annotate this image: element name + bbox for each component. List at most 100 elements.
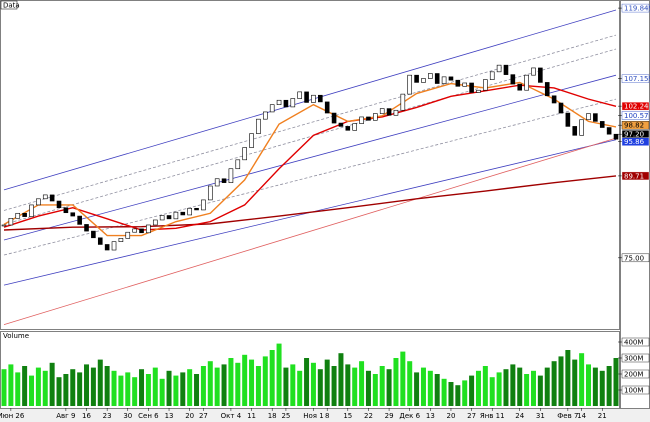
- trend-line: [3, 34, 617, 211]
- volume-bar: [414, 372, 420, 406]
- y-tick-box: [621, 137, 650, 146]
- y-tick-label: 200M: [624, 371, 643, 379]
- volume-bar: [173, 375, 179, 406]
- volume-bar: [152, 367, 158, 406]
- candle: [599, 121, 605, 128]
- candle: [166, 215, 172, 220]
- candle: [290, 98, 296, 108]
- candle: [517, 83, 523, 91]
- candle: [572, 126, 578, 136]
- volume-bar: [159, 378, 165, 406]
- volume-bar: [524, 374, 530, 406]
- y-tick-box: [621, 337, 650, 347]
- y-tick-box: [621, 74, 650, 83]
- y-tick-label: 95.86: [624, 138, 645, 146]
- title-box: [0, 0, 18, 10]
- candle: [91, 230, 96, 239]
- x-tick-label: 24: [515, 412, 524, 420]
- x-tick-label: Сен 6: [138, 412, 159, 420]
- x-tick-label: 20: [447, 412, 456, 420]
- volume-bar: [70, 369, 76, 406]
- x-tick-label: 15: [343, 412, 352, 420]
- x-tick-label: 27: [199, 412, 208, 420]
- volume-bar: [565, 350, 571, 406]
- candle: [613, 133, 619, 140]
- candle: [63, 207, 69, 214]
- candle: [8, 217, 14, 226]
- trend-line: [3, 137, 617, 326]
- candle: [276, 99, 282, 105]
- volume-bar: [613, 358, 619, 406]
- volume-bar: [393, 358, 399, 406]
- volume-bar: [35, 367, 41, 406]
- volume-bar: [407, 361, 413, 406]
- x-tick-label: Дек 6: [399, 412, 420, 420]
- volume-bar: [111, 370, 117, 406]
- volume-bar: [585, 364, 591, 406]
- x-tick-label: 18: [268, 412, 277, 420]
- volume-bar: [441, 378, 447, 406]
- x-axis-strip: [0, 409, 650, 422]
- volume-bar: [290, 364, 296, 406]
- volume-bar: [489, 377, 495, 406]
- candle: [544, 82, 550, 97]
- volume-bar: [462, 380, 468, 406]
- x-tick-label: 22: [364, 412, 373, 420]
- y-tick-label: 100M: [624, 387, 643, 395]
- candle: [311, 94, 316, 103]
- candle: [606, 127, 612, 135]
- volume-bar: [194, 374, 200, 406]
- volume-bar: [496, 372, 502, 406]
- volume-bar: [297, 370, 303, 406]
- y-tick-label: 400M: [624, 339, 643, 347]
- volume-bar: [510, 364, 516, 406]
- volume-bar: [599, 370, 605, 406]
- volume-bar: [317, 369, 323, 406]
- volume-bar: [269, 350, 275, 406]
- y-tick-label: 300M: [624, 355, 643, 363]
- volume-bar: [427, 370, 433, 406]
- volume-bar: [56, 377, 62, 406]
- volume-bar: [77, 372, 83, 406]
- candle: [318, 94, 323, 103]
- volume-bar: [214, 367, 220, 406]
- volume-bar: [276, 343, 282, 406]
- y-tick-label: 98.82: [624, 122, 644, 130]
- volume-bar: [132, 377, 138, 406]
- y-tick-label: 100.57: [624, 112, 649, 120]
- candle: [421, 78, 426, 83]
- candle: [159, 215, 165, 221]
- volume-bar: [104, 366, 110, 406]
- candle: [256, 118, 261, 134]
- candle: [283, 99, 289, 108]
- candle: [393, 109, 399, 116]
- y-tick-box: [621, 171, 650, 181]
- volume-bar: [207, 361, 213, 406]
- candle: [531, 67, 536, 76]
- x-tick-label: 13: [165, 412, 174, 420]
- candle: [551, 95, 557, 104]
- candle: [386, 108, 392, 116]
- candle: [483, 79, 488, 91]
- candle: [173, 211, 179, 220]
- y-tick-label: 119.849: [624, 5, 650, 13]
- volume-bar: [469, 375, 475, 406]
- candle: [373, 113, 378, 121]
- candle: [503, 64, 509, 75]
- x-tick-label: 14: [577, 412, 586, 420]
- volume-bar: [255, 366, 261, 406]
- x-tick-label: 11: [247, 412, 256, 420]
- y-tick-box: [621, 120, 650, 130]
- volume-bar: [29, 375, 35, 406]
- candle: [407, 74, 413, 95]
- y-tick-box: [621, 3, 650, 13]
- candle: [524, 74, 529, 91]
- candle: [125, 231, 131, 239]
- x-tick-label: 30: [123, 412, 132, 420]
- x-tick-label: 8: [325, 412, 329, 420]
- candle: [228, 168, 234, 183]
- volume-bar: [338, 353, 344, 406]
- candle: [242, 147, 247, 161]
- y-tick-label: 75.00: [624, 254, 644, 262]
- candle: [221, 178, 227, 183]
